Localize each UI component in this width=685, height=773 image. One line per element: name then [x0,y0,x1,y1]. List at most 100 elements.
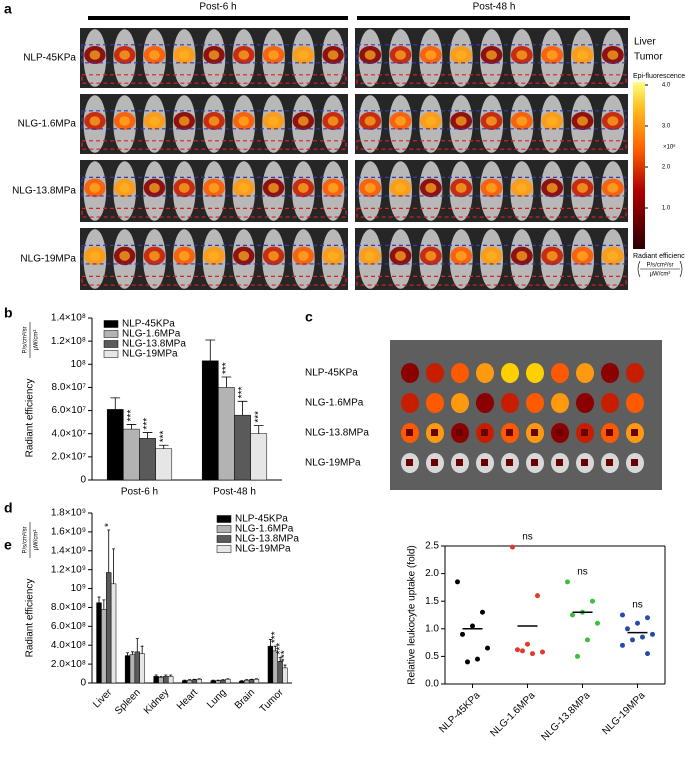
y-tick-label: 2.5 [425,541,439,552]
column-header: Post-6 h [199,2,236,13]
organ-signal [506,429,513,436]
bar [244,679,250,684]
signal [577,182,588,193]
point [520,648,525,654]
legend-swatch [103,340,119,348]
signal [425,250,437,261]
row-label: NLG-1.6MPa [18,119,77,130]
organ [526,363,544,383]
point [565,579,570,585]
organ [426,363,444,383]
y-axis-label: Radiant efficiency [25,379,36,458]
signal [89,116,101,126]
organ [476,393,494,413]
point [475,656,480,662]
y-axis-title: Radiant efficiency P/s/cm²/sr µW/cm² [23,322,40,457]
bar [155,448,173,481]
organ [576,393,594,413]
organ-signal [406,459,413,466]
organ-signal [581,429,588,436]
organ-signal [406,429,413,436]
signal [516,250,528,261]
legend-label: NLG-13.8MPa [122,339,186,350]
tumor-roi [356,74,627,84]
organ [501,393,519,413]
signal [119,182,131,193]
x-tick-label: Brain [233,687,257,711]
legend-label: NLG-13.8MPa [235,534,299,545]
point [625,626,630,632]
organ-signal [481,429,488,436]
signal [516,50,528,60]
tumor-roi [356,207,627,218]
tumor-roi [81,207,347,218]
legend-label: NLP-45KPa [122,319,175,330]
liver-roi [81,176,347,197]
point [515,647,520,653]
point [535,593,540,599]
bar [201,360,219,481]
x-tick-label: Post-6 h [121,487,158,498]
colorbar-tick-label: 1.0 [662,206,671,212]
annotation: ns [577,567,588,578]
row-label: NLG-19MPa [305,458,361,469]
x-tick-label: Kidney [142,687,171,716]
organ-signal [431,429,438,436]
point [595,620,600,626]
signal [89,50,101,60]
error-bar [159,675,163,678]
signal [607,50,619,60]
signal [607,182,619,193]
organ [626,363,644,383]
signal [455,182,467,193]
signal [364,250,376,261]
bar [110,583,117,684]
bar [253,678,260,684]
point [485,645,490,651]
legend-swatch [103,330,119,338]
signal [577,116,588,126]
signal [238,250,250,261]
error-bar [154,674,158,677]
bar [139,438,156,481]
y-tick-label: 1.4×10⁹ [51,545,86,556]
colorbar-caption: Radiant efficiency [633,253,685,260]
signal [546,182,558,193]
bar [250,433,268,481]
point [465,659,470,665]
y-axis-label: Radiant efficiency [25,579,36,658]
point [585,637,590,643]
y-tick-label: 4.0×10⁷ [52,428,87,439]
panel-label: b [4,305,13,321]
legend-label: NLP-45KPa [235,514,288,525]
signal [238,50,250,60]
legend-swatch [103,320,119,328]
signal [178,250,190,261]
y-tick-label: 6.0×10⁸ [51,621,86,632]
signal [516,182,528,193]
unit-numerator: P/s/cm²/sr [647,263,674,269]
signal [455,50,467,60]
x-tick-label: NLG-1.6MPa [488,690,537,739]
signal [425,50,437,60]
liver-roi [356,110,627,130]
y-tick-label: 0.0 [425,679,439,690]
signal [238,116,250,126]
significance: *** [221,362,232,374]
row-label: NLG-13.8MPa [12,186,76,197]
significance: *** [237,387,248,399]
signal [327,116,339,126]
organ [451,393,469,413]
error-bar [140,645,144,654]
organ [401,363,419,383]
legend-label: NLG-19MPa [235,544,291,555]
panel-label: e [4,537,12,553]
y-tick-label: 10⁹ [71,583,86,594]
bar [139,653,145,684]
organ-signal [556,429,563,436]
bar [267,645,274,684]
legend-swatch [103,350,119,358]
organ-signal [506,459,513,466]
organ-signal [456,459,463,466]
y-tick-label: 6.0×10⁷ [52,405,87,416]
